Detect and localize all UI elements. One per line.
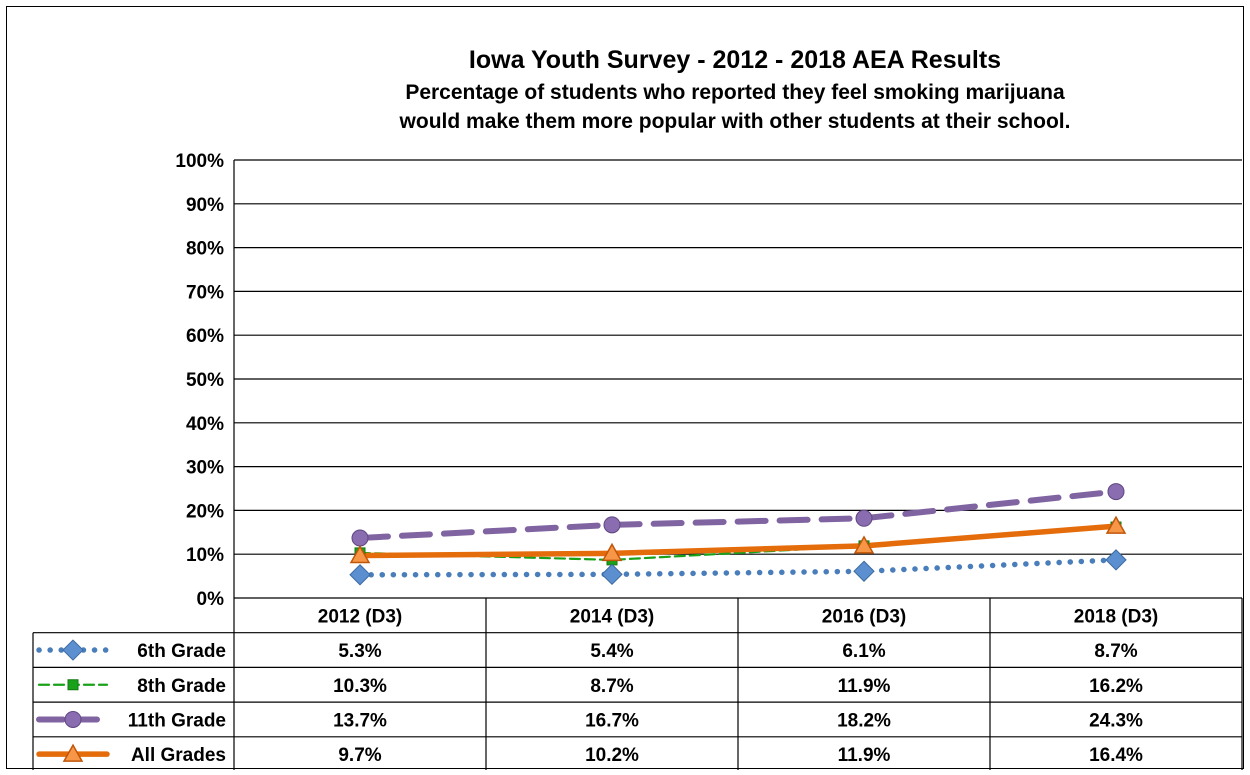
table-cell-value: 10.2% [585,745,639,766]
table-cell-value: 8.7% [590,676,633,697]
x-category-label: 2014 (D3) [570,606,655,627]
table-cell-value: 9.7% [338,745,381,766]
legend-series-name: 6th Grade [137,641,226,662]
data-point-2-3 [1107,483,1125,501]
chart-title: Iowa Youth Survey - 2012 - 2018 AEA Resu… [469,46,1001,74]
y-axis-tick-labels: 0% 10% 20% 30% 40% 50% 60% 70% 80% 90% 100% [175,151,224,610]
data-point-3-3 [1105,515,1127,534]
y-tick-label: 70% [186,282,224,303]
y-tick-label: 10% [186,545,224,566]
data-point-3-0 [349,544,371,564]
table-cell-value: 13.7% [333,710,387,731]
table-cell-value: 24.3% [1089,710,1143,731]
table-cell-value: 5.4% [590,641,633,662]
legend-key-marker-1 [67,679,79,691]
y-tick-label: 100% [175,151,224,172]
legend-key-marker-2 [64,710,82,728]
legend-series-name: All Grades [131,745,226,766]
data-point-0-3 [1105,549,1127,571]
data-point-3-2 [853,535,875,554]
series-line-0 [357,557,1119,578]
legend-key-marker-0 [62,639,84,661]
data-point-3-1 [601,542,623,562]
y-tick-label: 60% [186,326,224,347]
legend-series-name: 11th Grade [128,710,226,731]
table-cell-value: 10.3% [333,676,387,697]
table-cell-value: 8.7% [1094,641,1137,662]
y-tick-label: 0% [197,589,225,610]
chart-subtitle-line-1: Percentage of students who reported they… [405,81,1065,104]
series-line-2 [357,488,1119,541]
data-table: 2012 (D3) 2014 (D3) 2016 (D3) 2018 (D3) 6th … [32,598,1243,770]
y-tick-label: 30% [186,458,224,479]
table-cell-value: 11.9% [838,745,891,766]
table-cell-value: 18.2% [837,710,891,731]
data-point-2-2 [855,509,873,527]
series-markers [349,483,1127,586]
y-tick-label: 20% [186,501,224,522]
table-cell-value: 16.2% [1089,676,1143,697]
y-tick-label: 80% [186,239,224,260]
legend-key-marker-3 [62,743,84,762]
data-point-0-0 [349,564,371,586]
x-category-label: 2012 (D3) [318,606,403,627]
data-point-0-2 [853,560,875,582]
table-cell-value: 16.4% [1089,745,1143,766]
table-cell-value: 5.3% [338,641,381,662]
series-line-3 [357,523,1119,559]
chart-svg: Iowa Youth Survey - 2012 - 2018 AEA Resu… [32,46,1243,770]
y-tick-label: 90% [186,195,224,216]
data-point-2-1 [603,516,621,534]
chart-frame: Iowa Youth Survey - 2012 - 2018 AEA Resu… [6,6,1244,770]
legend-series-name: 8th Grade [137,676,226,697]
y-tick-label: 50% [186,370,224,391]
table-cell-value: 11.9% [838,676,891,697]
x-category-label: 2016 (D3) [822,606,907,627]
table-cell-value: 16.7% [585,710,639,731]
x-category-label: 2018 (D3) [1074,606,1159,627]
data-point-2-0 [351,529,369,547]
y-tick-label: 40% [186,414,224,435]
chart-subtitle-line-2: would make them more popular with other … [399,110,1071,133]
series-lines [357,488,1119,578]
table-cell-value: 6.1% [842,641,885,662]
gridlines [233,159,1242,599]
data-point-0-1 [601,563,623,586]
